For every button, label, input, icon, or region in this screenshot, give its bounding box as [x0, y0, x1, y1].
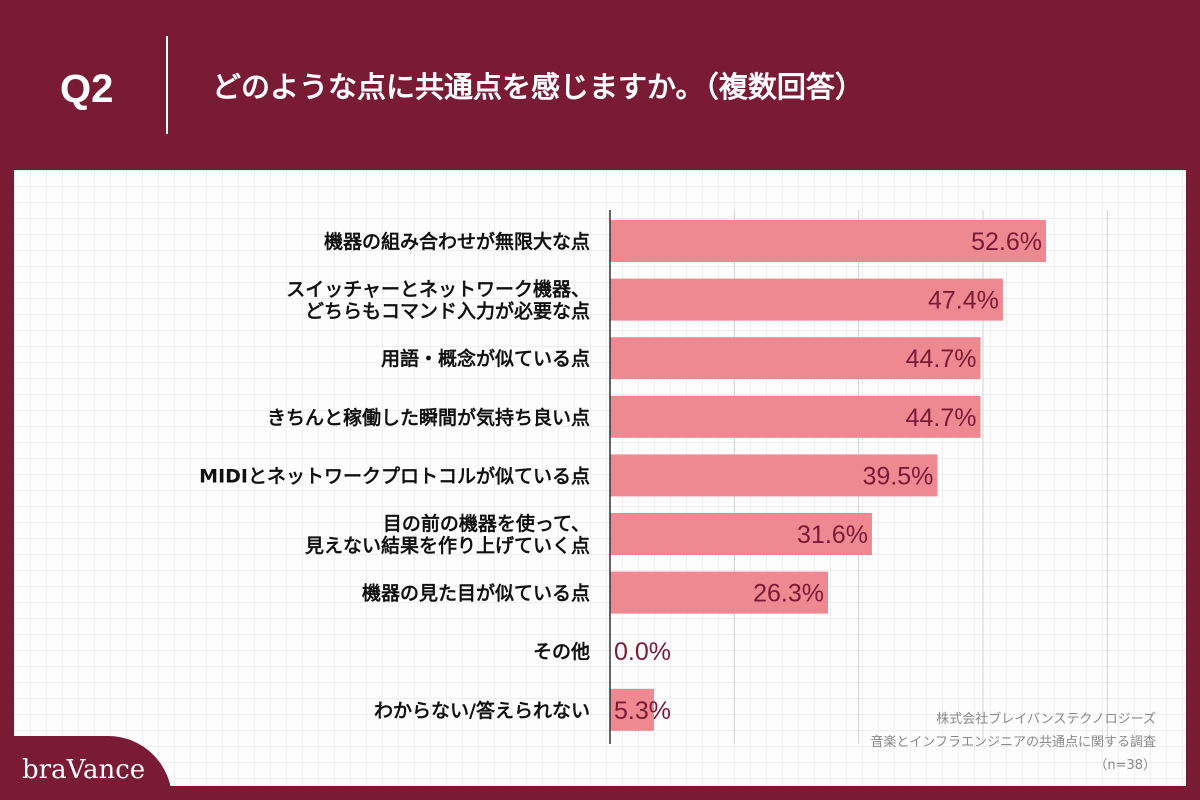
bar-9: [610, 688, 654, 731]
category-label-3: 用語・概念が似ている点: [381, 347, 590, 370]
value-label-2: 47.4%: [928, 287, 999, 315]
value-label-1: 52.6%: [971, 228, 1042, 256]
category-label-5: MIDIとネットワークプロトコルが似ている点: [199, 464, 590, 487]
bar-2: [610, 278, 1003, 321]
category-label-line: どちらもコマンド入力が必要な点: [305, 300, 590, 323]
chart-panel: 52.6% 機器の組み合わせが無限大な点 47.4% スイッチャーとネットワーク機器、…: [14, 170, 1186, 786]
value-label-7: 26.3%: [753, 580, 824, 608]
category-label-8: その他: [533, 640, 590, 663]
category-label-line: わからない/答えられない: [374, 699, 590, 722]
bar-chart: 52.6% 機器の組み合わせが無限大な点 47.4% スイッチャーとネットワーク機器、…: [199, 210, 1108, 744]
category-label-7: 機器の見た目が似ている点: [362, 582, 590, 605]
bar-6: [610, 513, 872, 555]
value-label-3: 44.7%: [906, 345, 977, 373]
category-label-2: スイッチャーとネットワーク機器、どちらもコマンド入力が必要な点: [286, 278, 590, 323]
category-label-line: 用語・概念が似ている点: [381, 347, 590, 370]
source-sample-size: （n=38）: [1094, 758, 1156, 773]
category-label-line: きちんと稼働した瞬間が気持ち良い点: [267, 406, 590, 429]
question-number: Q2: [60, 67, 114, 111]
header-divider: [166, 36, 168, 134]
category-label-9: わからない/答えられない: [374, 699, 590, 722]
source-company: 株式会社ブレイバンステクノロジーズ: [936, 712, 1156, 727]
bar-5: [610, 454, 938, 497]
category-label-6: 目の前の機器を使って、見えない結果を作り上げていく点: [305, 512, 590, 557]
source-note: 株式会社ブレイバンステクノロジーズ 音楽とインフラエンジニアの共通点に関する調査…: [736, 708, 1156, 777]
bar-3: [610, 337, 981, 380]
category-label-line: 機器の見た目が似ている点: [362, 582, 590, 605]
value-label-9: 5.3%: [614, 697, 671, 725]
category-label-1: 機器の組み合わせが無限大な点: [324, 230, 590, 253]
question-title: どのような点に共通点を感じますか。（複数回答）: [212, 70, 864, 104]
category-label-line: 目の前の機器を使って、: [383, 512, 590, 535]
category-label-line: その他: [533, 640, 590, 663]
source-survey: 音楽とインフラエンジニアの共通点に関する調査: [870, 735, 1156, 750]
bar-1: [610, 220, 1046, 262]
value-label-5: 39.5%: [863, 462, 934, 490]
bar-4: [610, 395, 981, 438]
bravance-logo: braVance: [22, 755, 146, 785]
category-label-line: スイッチャーとネットワーク機器、: [286, 278, 590, 301]
value-label-6: 31.6%: [797, 521, 868, 549]
category-label-4: きちんと稼働した瞬間が気持ち良い点: [267, 406, 590, 429]
value-label-4: 44.7%: [906, 404, 977, 432]
category-label-line: 機器の組み合わせが無限大な点: [324, 230, 590, 253]
value-label-8: 0.0%: [614, 638, 671, 666]
bar-7: [610, 571, 828, 614]
logo-tab: [0, 736, 172, 800]
category-label-line: MIDIとネットワークプロトコルが似ている点: [199, 464, 590, 487]
category-label-line: 見えない結果を作り上げていく点: [305, 534, 590, 557]
